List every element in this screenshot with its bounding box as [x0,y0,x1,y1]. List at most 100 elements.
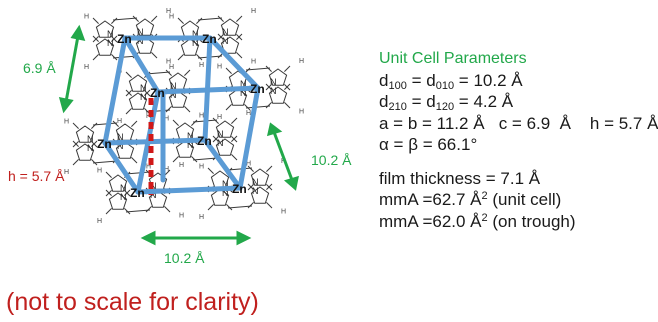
substituent-bond [184,106,191,113]
pyrrole-ring [108,192,128,210]
nitrogen-label: N [192,29,199,39]
hydrogen-label: H [64,119,69,126]
meso-bridge [245,105,271,109]
substituent-bond [217,15,224,22]
pyrrole-ring [215,138,235,156]
substituent-bond [125,71,132,78]
zn-label: Zn [150,86,165,100]
meso-bridge [112,17,138,21]
substituent-bond [91,140,98,147]
hydrogen-label: H [179,212,184,219]
arrowhead-bottom-left [140,230,156,246]
hydrogen-label: H [164,116,169,123]
hydrogen-label: H [164,166,169,173]
dimension-arrows [58,24,299,246]
nitrogen-label: N [222,36,229,46]
params-abc-line: a = b = 11.2 Å c = 6.9 Å h = 5.7 Å [379,113,658,133]
zn-label: Zn [202,32,217,46]
unit-cell-edge [237,85,261,191]
nitrogen-label: N [137,27,144,37]
unit-cell-edge [102,137,208,146]
nitrogen-label: N [240,79,247,89]
substituent-bond [111,17,118,24]
hydrogen-label: H [199,214,204,221]
dimension-label-bottom: 10.2 Å [164,250,205,266]
hydrogen-label: H [217,114,222,121]
unit-cell-edge [202,35,213,143]
nitrogen-label: N [170,90,177,100]
substituent-bond [92,17,99,24]
substituent-bond [72,140,79,147]
params-mma-unit-cell: mmA =62.7 Å2 (unit cell) [379,190,562,209]
pyrrole-ring [148,190,168,208]
hydrogen-label: H [97,168,102,175]
substituent-bond [236,52,243,59]
hydrogen-label: H [97,218,102,225]
hydrogen-label: H [299,58,304,65]
pyrrole-ring [135,36,155,54]
nitrogen-label: N [140,83,147,93]
pyrrole-ring [210,188,230,206]
dimension-label-right: 10.2 Å [311,152,352,168]
substituent-bond [72,122,79,129]
substituent-bond [284,83,291,90]
substituent-bond [105,208,112,215]
porphyrin-molecule: N H N H N H N H [117,62,204,125]
unit-cell-edge [122,35,161,95]
substituent-bond [284,102,291,109]
pyrrole-ring [215,120,235,138]
substituent-bond [231,135,238,142]
zn-label: Zn [250,82,265,96]
dimension-label-interlayer: h = 5.7 Å [8,168,65,184]
substituent-bond [244,104,251,111]
pyrrole-ring [268,86,288,104]
nitrogen-label: N [107,38,114,48]
substituent-bond [247,183,254,190]
substituent-bond [112,120,119,127]
substituent-bond [92,35,99,42]
substituent-bond [125,89,132,96]
unit-cell-edges [102,35,261,195]
substituent-bond [266,165,273,172]
unit-cell-edge [102,140,141,195]
nitrogen-label: N [117,132,124,142]
pyrrole-ring [220,18,240,36]
substituent-bond [266,183,273,190]
substituent-bond [164,206,171,213]
pyrrole-ring [180,38,200,56]
nitrogen-label: N [170,81,177,91]
substituent-bond [151,52,158,59]
substituent-bond [231,117,238,124]
substituent-bond [124,208,131,215]
pyrrole-ring [128,74,148,92]
substituent-bond [177,54,184,61]
pyrrole-ring [135,18,155,36]
arrowhead-left-top [70,24,86,41]
substituent-bond [105,171,112,178]
nitrogen-label: N [187,140,194,150]
unit-cell-edge [135,89,161,195]
nitrogen-label: N [222,188,229,198]
scale-note: (not to scale for clarity) [6,288,259,316]
substituent-bond [196,17,203,24]
arrowhead-right-bottom [283,175,299,191]
arrowhead-right-top [266,122,283,137]
meso-bridge [145,71,171,75]
substituent-bond [151,15,158,22]
nitrogen-label: N [120,192,127,202]
nitrogen-label: N [252,186,259,196]
substituent-bond [191,156,198,163]
meso-bridge [227,205,253,209]
hydrogen-label: H [166,58,171,65]
pyrrole-ring [175,140,195,158]
pyrrole-ring [75,125,95,143]
pyrrole-ring [250,186,270,204]
substituent-bond [165,69,172,76]
meso-bridge [197,17,223,21]
hydrogen-label: H [169,14,174,21]
porphyrin-molecule: N H N H N H N H [84,8,171,71]
nitrogen-label: N [140,92,147,102]
substituent-bond [225,67,232,74]
substituent-bond [131,120,138,127]
params-mma-trough: mmA =62.0 Å2 (on trough) [379,211,576,231]
